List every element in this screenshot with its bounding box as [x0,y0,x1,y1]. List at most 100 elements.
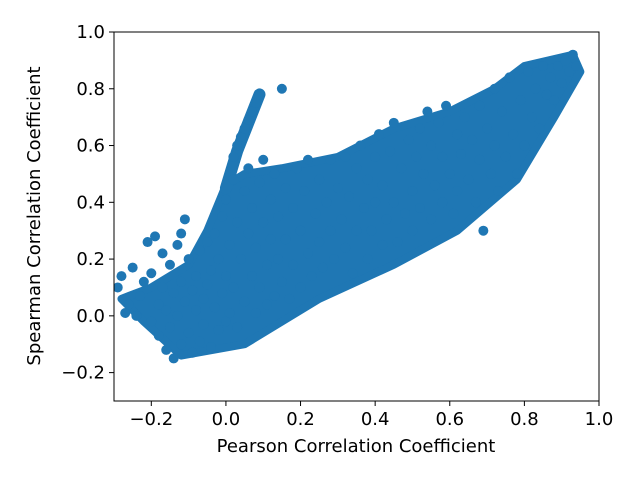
scatter-point [172,239,183,250]
scatter-point [232,322,243,333]
y-tick-label: −0.2 [61,363,105,384]
y-tick-label: 0.6 [76,136,105,157]
scatter-point [485,168,496,179]
scatter-point [265,234,276,245]
scatter-point [269,168,280,179]
scatter-point [362,174,373,185]
x-tick-label: 1.0 [585,409,614,430]
scatter-point [549,95,560,106]
y-tick-label: 0.0 [76,306,105,327]
scatter-point [523,66,534,77]
scatter-point [433,117,444,128]
scatter-point [478,225,489,236]
scatter-point [459,112,470,123]
scatter-point [261,299,272,310]
scatter-point [243,114,254,125]
scatter-point [239,123,250,134]
scatter-point [422,106,433,117]
scatter-point [377,239,388,250]
scatter-point [407,185,418,196]
y-axis-label: Spearman Correlation Coefficient [24,66,45,365]
scatter-point [235,132,246,143]
scatter-point [179,296,190,307]
scatter-point [452,185,463,196]
scatter-point [388,117,399,128]
scatter-point [265,194,276,205]
scatter-point [120,308,131,319]
scatter-point [564,66,575,77]
y-tick-label: 0.8 [76,79,105,100]
scatter-point [131,310,142,321]
scatter-point [183,327,194,338]
scatter-point [250,308,261,319]
scatter-point [545,72,556,83]
scatter-points [114,49,582,364]
scatter-point [314,174,325,185]
scatter-point [437,197,448,208]
scatter-point [276,276,287,287]
scatter-point [239,296,250,307]
scatter-point [414,202,425,213]
scatter-point [123,299,134,310]
scatter-point [314,237,325,248]
scatter-point [198,293,209,304]
scatter-point [511,168,522,179]
scatter-point [515,95,526,106]
scatter-point [247,271,258,282]
scatter-point [370,197,381,208]
scatter-point [261,259,272,270]
scatter-point [127,262,138,273]
scatter-point [347,268,358,279]
scatter-point [508,129,519,140]
x-axis-ticks: −0.2 0.0 0.2 0.4 0.6 0.8 1.0 [129,401,613,430]
scatter-point [153,299,164,310]
scatter-point [191,271,202,282]
scatter-point [538,61,549,72]
scatter-point [176,339,187,350]
scatter-point [482,123,493,134]
scatter-point [243,163,254,174]
scatter-point [355,140,366,151]
scatter-point [191,305,202,316]
scatter-point [232,217,243,228]
scatter-point [202,237,213,248]
scatter-point [306,271,317,282]
y-tick-label: 0.2 [76,249,105,270]
scatter-point [247,106,258,117]
scatter-point [340,151,351,162]
scatter-point [519,140,530,151]
scatter-point [429,180,440,191]
scatter-point [254,177,265,188]
scatter-point [220,316,231,327]
scatter-point [146,316,157,327]
scatter-point [146,268,157,279]
scatter-point [497,106,507,117]
scatter-point [344,191,355,202]
scatter-point [194,245,205,256]
scatter-point [176,276,187,287]
x-tick-label: 0.2 [286,409,315,430]
scatter-point [284,293,295,304]
scatter-point [332,183,343,194]
scatter-point [299,185,310,196]
scatter-point [474,100,485,111]
scatter-point [202,279,213,290]
scatter-point [239,185,250,196]
scatter-point [358,202,369,213]
scatter-point [187,347,198,358]
scatter-point [280,234,291,245]
scatter-point [370,151,381,162]
scatter-point [571,61,582,72]
scatter-point [164,259,175,270]
scatter-point [161,344,172,355]
scatter-point [273,254,284,265]
scatter-point [560,55,571,66]
scatter-point [220,194,231,205]
scatter-point [426,140,437,151]
scatter-point [437,151,448,162]
scatter-point [303,154,313,165]
scatter-point [470,197,481,208]
scatter-point [541,89,552,100]
x-tick-label: 0.6 [435,409,464,430]
scatter-point [273,211,284,222]
